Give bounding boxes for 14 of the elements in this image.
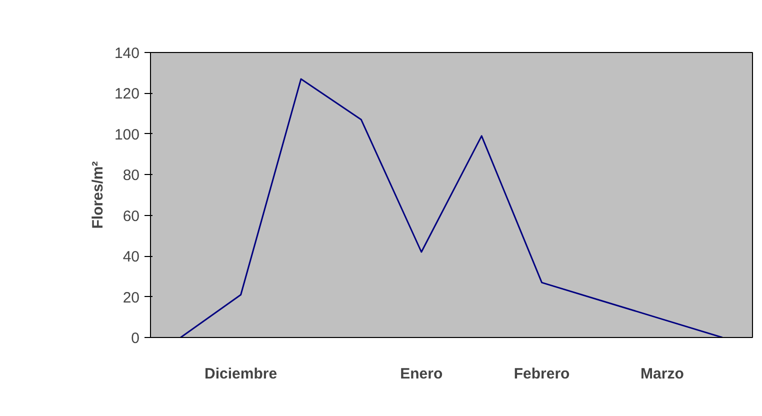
y-tick-label: 100 [114, 126, 140, 144]
line-series [180, 78, 724, 338]
y-tick-label: 120 [114, 86, 140, 103]
x-tick-label: Febrero [514, 366, 570, 382]
y-tick-label: 60 [122, 208, 140, 225]
y-tick-label: 20 [122, 289, 140, 306]
y-tick-label: 40 [122, 248, 140, 266]
x-tick-label: Enero [400, 366, 443, 382]
x-tick-label: Marzo [640, 366, 684, 382]
y-axis-title: Flores/m² [89, 161, 106, 229]
y-tick-label: 140 [114, 45, 140, 62]
x-tick-label: Diciembre [204, 366, 278, 382]
y-tick-label: 0 [131, 330, 140, 347]
y-tick-label: 80 [122, 167, 140, 184]
